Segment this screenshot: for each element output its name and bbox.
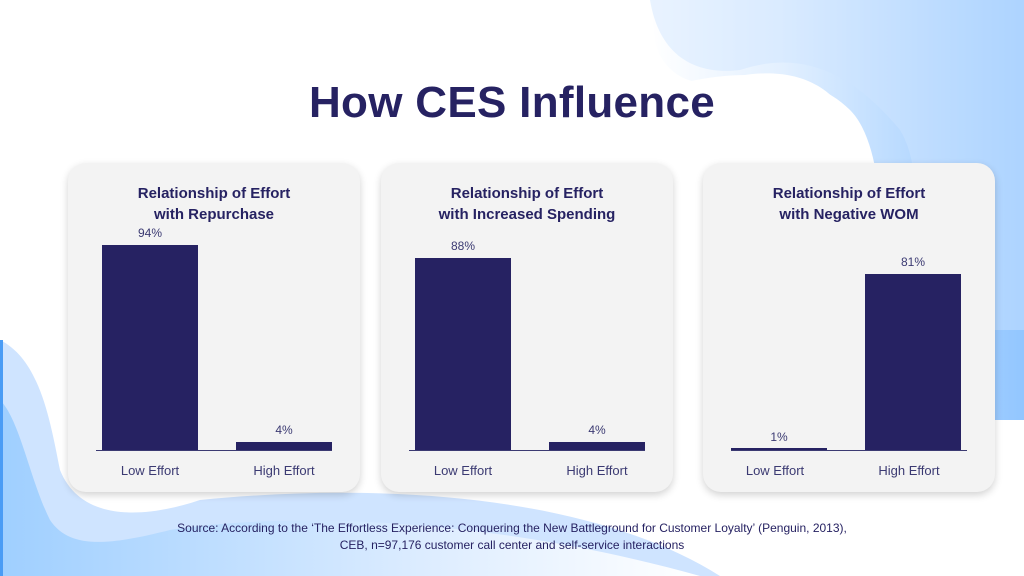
- category-label: Low Effort: [120, 463, 180, 478]
- data-label: 88%: [450, 239, 476, 254]
- chart-title-line2: with Negative WOM: [779, 206, 919, 223]
- chart-title-line2: with Repurchase: [153, 206, 275, 223]
- bar-plot: 88% 4%: [409, 223, 645, 451]
- bar: [415, 258, 511, 451]
- source-line-1: Source: According to the ‘The Effortless…: [177, 521, 847, 535]
- slide-title: How CES Influence: [308, 78, 716, 127]
- bar-high-effort: 4%: [549, 223, 645, 451]
- bar: [236, 442, 332, 451]
- data-label: 1%: [770, 429, 788, 444]
- chart-title-line2: with Increased Spending: [438, 206, 616, 223]
- source-citation: Source: According to the ‘The Effortless…: [0, 520, 1024, 554]
- data-label: 81%: [900, 254, 926, 269]
- bar-high-effort: 4%: [236, 223, 332, 451]
- bar-low-effort: 94%: [102, 223, 198, 451]
- chart-title-line1: Relationship of Effort: [772, 185, 926, 202]
- category-label: High Effort: [566, 463, 628, 478]
- category-label: High Effort: [253, 463, 315, 478]
- data-label: 4%: [275, 423, 293, 438]
- chart-title-line1: Relationship of Effort: [137, 185, 291, 202]
- x-axis-baseline: [409, 449, 645, 451]
- bar: [865, 273, 961, 451]
- chart-title: Relationship of Effort with Increased Sp…: [381, 183, 673, 225]
- category-label: Low Effort: [745, 463, 805, 478]
- x-axis-baseline: [96, 449, 332, 451]
- bar-plot: 94% 4%: [96, 223, 332, 451]
- x-axis-baseline: [731, 449, 967, 451]
- chart-card-negative-wom: Relationship of Effort with Negative WOM…: [703, 163, 995, 492]
- bar: [731, 447, 827, 451]
- data-label: 4%: [588, 423, 606, 438]
- bar-high-effort: 81%: [865, 223, 961, 451]
- bar-low-effort: 88%: [415, 223, 511, 451]
- data-label: 94%: [137, 226, 163, 241]
- chart-title: Relationship of Effort with Repurchase: [68, 183, 360, 225]
- category-label: High Effort: [878, 463, 940, 478]
- bar-plot: 1% 81%: [731, 223, 967, 451]
- chart-title: Relationship of Effort with Negative WOM: [703, 183, 995, 225]
- bar: [102, 245, 198, 451]
- bar: [549, 442, 645, 451]
- category-label: Low Effort: [433, 463, 493, 478]
- chart-card-increased-spending: Relationship of Effort with Increased Sp…: [381, 163, 673, 492]
- chart-title-line1: Relationship of Effort: [450, 185, 604, 202]
- chart-card-repurchase: Relationship of Effort with Repurchase 9…: [68, 163, 360, 492]
- source-line-2: CEB, n=97,176 customer call center and s…: [339, 538, 685, 552]
- bar-low-effort: 1%: [731, 223, 827, 451]
